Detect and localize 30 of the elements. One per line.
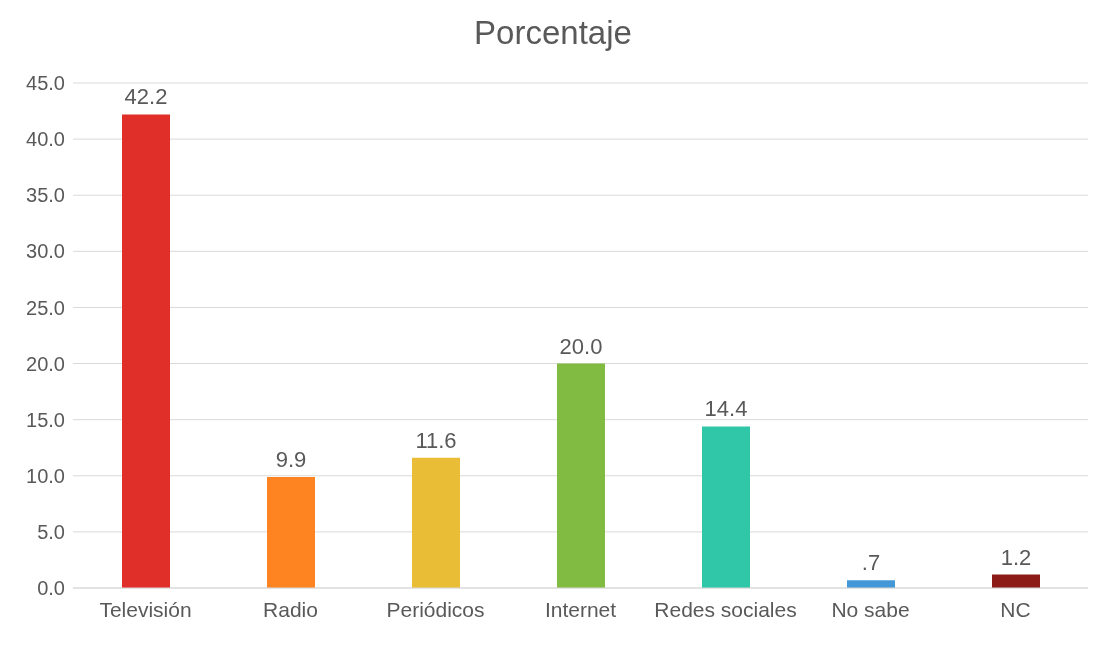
chart-title: Porcentaje — [473, 13, 633, 53]
bar — [267, 476, 315, 588]
y-tick-label: 40.0 — [26, 128, 65, 151]
data-label: 11.6 — [415, 427, 457, 453]
y-tick-label: 30.0 — [26, 240, 65, 263]
y-tick-label: 15.0 — [26, 408, 65, 431]
bar — [702, 426, 750, 588]
y-tick-label: 25.0 — [26, 296, 65, 319]
data-label: 42.2 — [124, 84, 168, 110]
data-label: 9.9 — [275, 446, 307, 472]
x-tick-label: Internet — [544, 597, 617, 621]
y-tick-label: 5.0 — [37, 520, 65, 543]
y-tick-label: 35.0 — [26, 184, 65, 207]
data-label: 14.4 — [704, 396, 748, 422]
x-tick-label: Televisión — [99, 597, 192, 621]
x-tick-label: Periódicos — [386, 597, 485, 621]
x-tick-label: Redes sociales — [654, 597, 797, 621]
y-tick-label: 0.0 — [37, 577, 65, 600]
bar — [557, 363, 605, 588]
x-tick-label: No sabe — [831, 597, 910, 621]
y-tick-label: 45.0 — [26, 72, 65, 95]
x-tick-label: NC — [1000, 597, 1031, 621]
data-label: .7 — [861, 550, 881, 576]
y-tick-label: 10.0 — [26, 464, 65, 487]
data-label: 1.2 — [1000, 544, 1032, 570]
bar — [122, 114, 170, 588]
bar — [412, 457, 460, 588]
data-label: 20.0 — [559, 333, 603, 359]
y-tick-label: 20.0 — [26, 352, 65, 375]
x-tick-label: Radio — [263, 597, 318, 621]
